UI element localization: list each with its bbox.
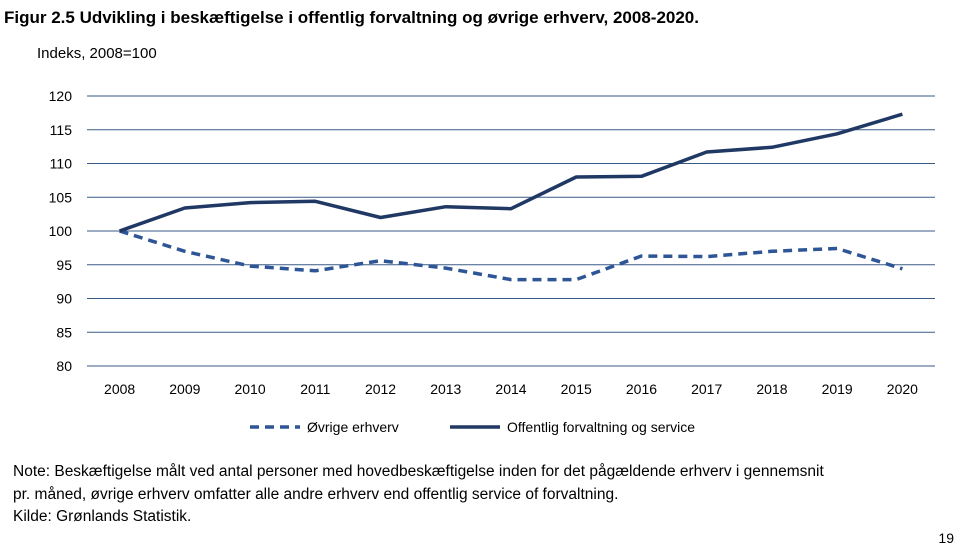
y-tick-label-95: 95: [56, 257, 72, 273]
y-tick-label-120: 120: [49, 88, 73, 104]
x-tick-label-2008: 2008: [104, 381, 135, 397]
note-line-1: Note: Beskæftigelse målt ved antal perso…: [13, 463, 824, 480]
x-tick-label-2015: 2015: [561, 381, 592, 397]
y-tick-label-105: 105: [49, 189, 73, 205]
legend-label-ovrige-erhverv: Øvrige erhverv: [307, 419, 399, 435]
x-tick-label-2018: 2018: [756, 381, 787, 397]
y-tick-label-85: 85: [56, 324, 72, 340]
source-line: Kilde: Grønlands Statistik.: [13, 508, 192, 525]
figure-title: Figur 2.5 Udvikling i beskæftigelse i of…: [4, 8, 699, 27]
x-tick-label-2017: 2017: [691, 381, 722, 397]
x-tick-label-2011: 2011: [300, 381, 330, 397]
legend-label-offentlig-forvaltning: Offentlig forvaltning og service: [507, 419, 695, 435]
x-tick-label-2013: 2013: [430, 381, 461, 397]
x-tick-label-2010: 2010: [234, 381, 265, 397]
figure-note: Note: Beskæftigelse målt ved antal perso…: [13, 461, 958, 529]
y-axis-unit-label: Indeks, 2008=100: [37, 45, 157, 62]
x-tick-label-2020: 2020: [887, 381, 918, 397]
page-number: 19: [938, 530, 954, 546]
y-tick-label-80: 80: [56, 358, 72, 374]
y-tick-label-90: 90: [56, 291, 72, 307]
series-line-offentlig-forvaltning: [119, 112, 903, 233]
series-line-ovrige-erhverv: [119, 229, 903, 282]
y-tick-label-110: 110: [50, 156, 73, 172]
line-chart: 80 85 90 95 100 105 110 115 120 2008 2009 2010 2011 2…: [49, 88, 935, 435]
x-tick-label-2012: 2012: [365, 381, 396, 397]
x-tick-label-2009: 2009: [169, 381, 200, 397]
x-tick-label-2016: 2016: [626, 381, 657, 397]
x-tick-label-2019: 2019: [822, 381, 853, 397]
x-tick-label-2014: 2014: [495, 381, 526, 397]
note-line-2: pr. måned, øvrige erhverv omfatter alle …: [13, 485, 619, 503]
y-tick-label-115: 115: [50, 122, 73, 138]
y-tick-label-100: 100: [49, 223, 73, 239]
